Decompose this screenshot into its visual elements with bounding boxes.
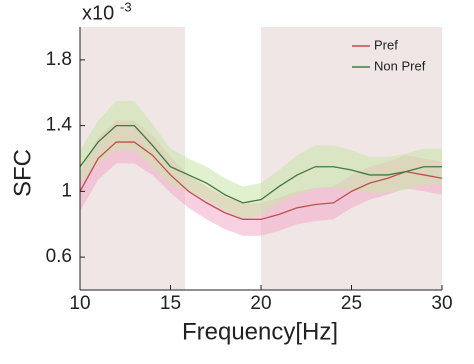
y-scale-base: x10 xyxy=(82,2,114,24)
y-tick-label: 1.4 xyxy=(46,115,73,136)
y-tick-label: 1.8 xyxy=(46,49,72,70)
series-line xyxy=(79,141,443,220)
x-tick-label: 30 xyxy=(431,293,452,314)
x-tick-label: 15 xyxy=(160,293,181,314)
y-tick-label: 0.6 xyxy=(46,246,72,267)
error-band xyxy=(80,100,442,220)
x-axis-label: Frequency[Hz] xyxy=(182,318,338,345)
series-line xyxy=(79,124,442,204)
x-tick-label: 10 xyxy=(69,293,90,314)
y-tick-label: 1 xyxy=(61,180,72,201)
y-scale-exponent: -3 xyxy=(120,0,132,14)
y-axis-label: SFC xyxy=(9,149,36,197)
x-tick-label: 25 xyxy=(341,293,362,314)
error-band xyxy=(80,120,442,236)
legend-label: Pref xyxy=(374,37,398,52)
x-tick-label: 20 xyxy=(250,293,271,314)
legend-label: Non Pref xyxy=(374,58,426,73)
